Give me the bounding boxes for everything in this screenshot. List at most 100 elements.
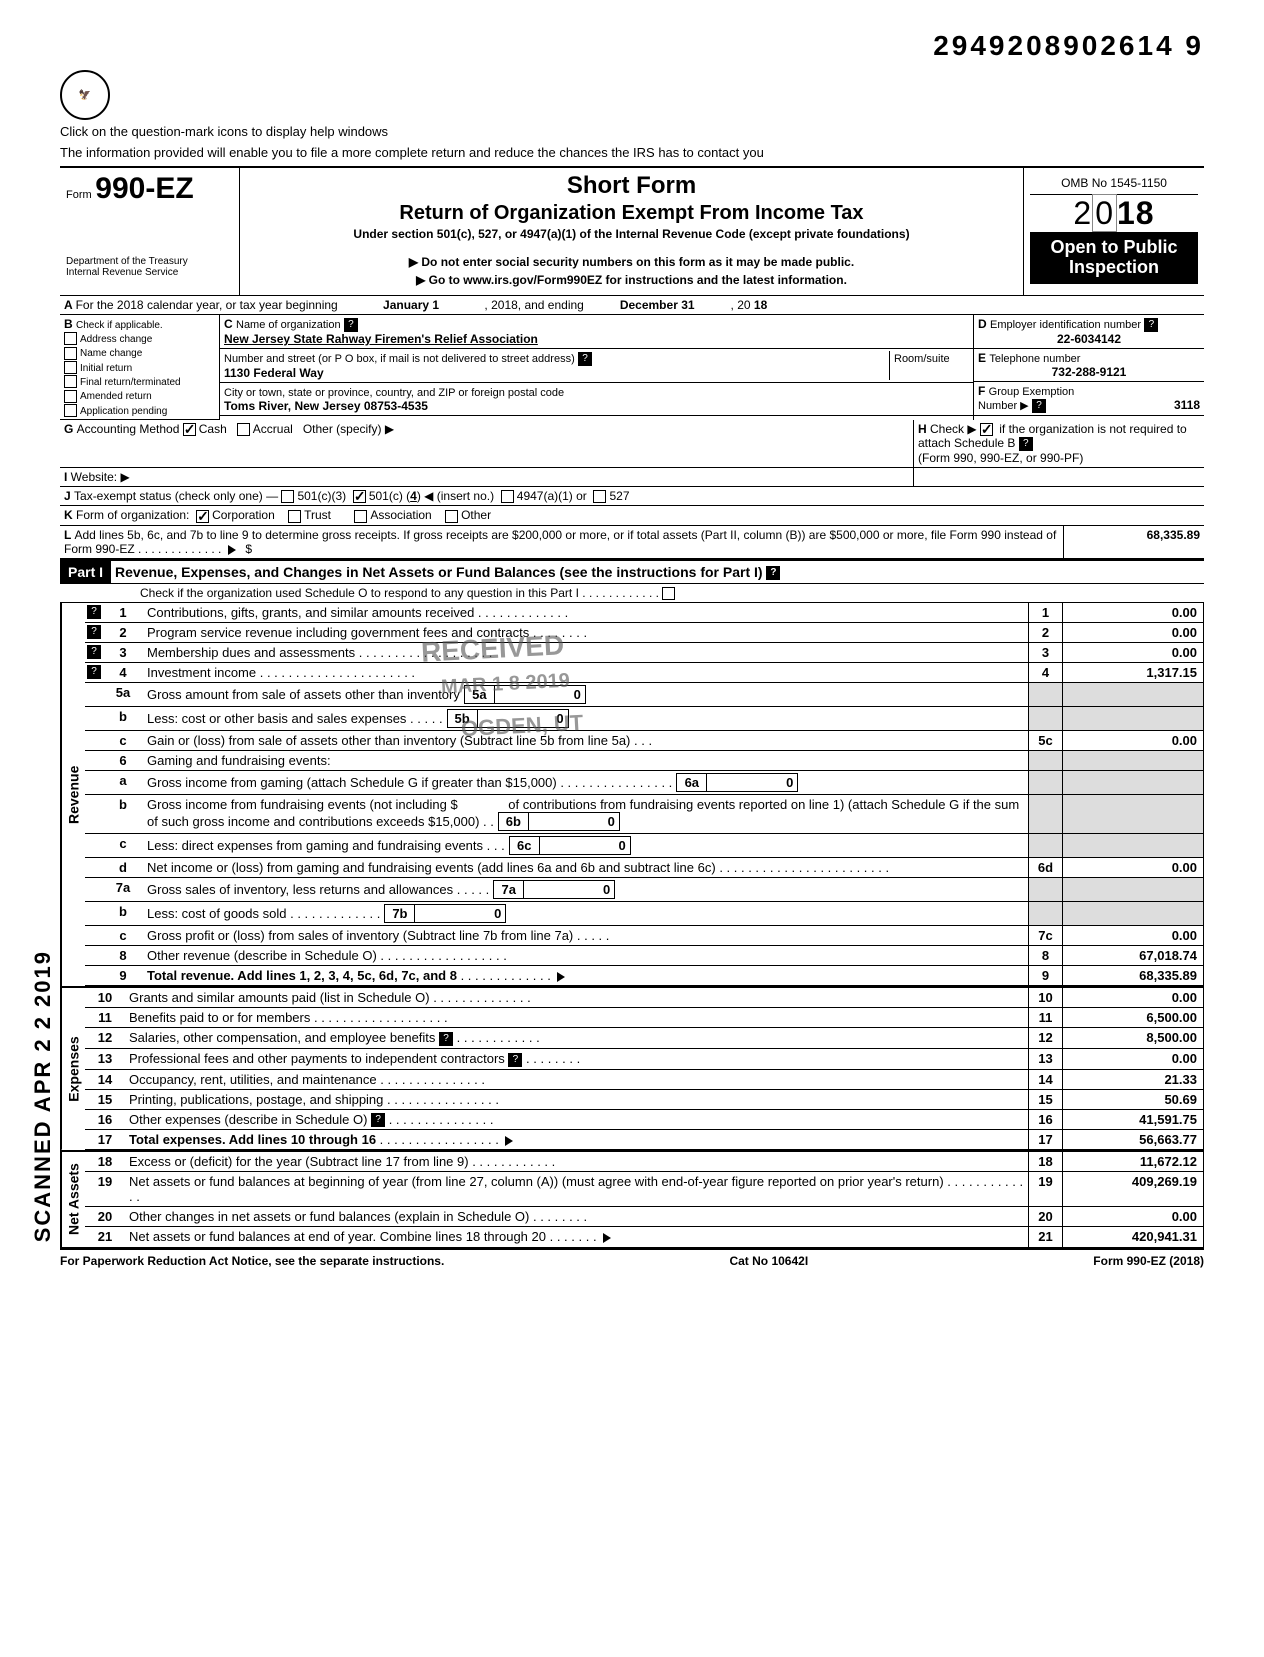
section-l-text: Add lines 5b, 6c, and 7b to line 9 to de… bbox=[64, 528, 1056, 556]
line-4-amt: 1,317.15 bbox=[1063, 663, 1203, 682]
line-12-amt: 8,500.00 bbox=[1063, 1028, 1203, 1048]
line-6-desc: Gaming and fundraising events: bbox=[147, 753, 331, 768]
footer-left: For Paperwork Reduction Act Notice, see … bbox=[60, 1254, 444, 1268]
room-label: Room/suite bbox=[894, 353, 950, 365]
footer-mid: Cat No 10642I bbox=[729, 1254, 808, 1268]
cash-label: Cash bbox=[199, 422, 227, 436]
opt-app-pending: Application pending bbox=[80, 406, 167, 417]
form-number: 990-EZ bbox=[95, 172, 193, 205]
opt-corp: Corporation bbox=[212, 508, 275, 522]
section-b-label: Check if applicable. bbox=[76, 320, 163, 331]
org-name: New Jersey State Rahway Firemen's Relief… bbox=[224, 332, 538, 346]
expenses-tab: Expenses bbox=[61, 988, 85, 1150]
city-state-zip: Toms River, New Jersey 08753-4535 bbox=[224, 399, 428, 413]
section-k-row: K Form of organization: Corporation Trus… bbox=[60, 506, 1204, 525]
irs-eagle-logo: 🦅 bbox=[60, 70, 110, 120]
section-l-row: L Add lines 5b, 6c, and 7b to line 9 to … bbox=[60, 526, 1204, 559]
cash-checkbox[interactable] bbox=[183, 423, 196, 436]
box-6b: 6b bbox=[499, 813, 529, 830]
line-9-amt: 68,335.89 bbox=[1063, 966, 1203, 985]
line-14-amt: 21.33 bbox=[1063, 1070, 1203, 1089]
line-3-desc: Membership dues and assessments . bbox=[147, 645, 362, 660]
accrual-label: Accrual bbox=[253, 422, 293, 436]
amended-return-checkbox[interactable] bbox=[64, 390, 77, 403]
line-7a-desc: Gross sales of inventory, less returns a… bbox=[147, 882, 460, 897]
website-note: ▶ Go to www.irs.gov/Form990EZ for instru… bbox=[250, 273, 1013, 287]
h-checkbox[interactable] bbox=[980, 423, 993, 436]
line-19-amt: 409,269.19 bbox=[1063, 1172, 1203, 1206]
app-pending-checkbox[interactable] bbox=[64, 404, 77, 417]
section-i-row: I Website: ▶ bbox=[60, 468, 1204, 487]
line-13-amt: 0.00 bbox=[1063, 1049, 1203, 1069]
line-14-desc: Occupancy, rent, utilities, and maintena… bbox=[129, 1072, 377, 1087]
help-icon[interactable]: ? bbox=[439, 1032, 453, 1046]
line-3-amt: 0.00 bbox=[1063, 643, 1203, 662]
tax-year: 2018 bbox=[1030, 195, 1198, 232]
corp-checkbox[interactable] bbox=[196, 510, 209, 523]
end-date: December 31 bbox=[587, 298, 727, 312]
line-16-desc: Other expenses (describe in Schedule O) bbox=[129, 1112, 367, 1127]
help-icon[interactable]: ? bbox=[1144, 318, 1158, 332]
line-2-amt: 0.00 bbox=[1063, 623, 1203, 642]
help-icon[interactable]: ? bbox=[766, 566, 780, 580]
help-icon[interactable]: ? bbox=[87, 645, 101, 659]
phone-label: Telephone number bbox=[989, 353, 1080, 365]
help-icon[interactable]: ? bbox=[344, 318, 358, 332]
help-icon[interactable]: ? bbox=[87, 665, 101, 679]
help-line-1: Click on the question-mark icons to disp… bbox=[60, 124, 1204, 139]
begin-date: January 1 bbox=[341, 298, 481, 312]
line-7c-amt: 0.00 bbox=[1063, 926, 1203, 945]
year-prefix: , 20 bbox=[731, 298, 751, 312]
box-5b: 5b bbox=[448, 710, 478, 727]
final-return-checkbox[interactable] bbox=[64, 375, 77, 388]
assoc-checkbox[interactable] bbox=[354, 510, 367, 523]
help-icon[interactable]: ? bbox=[87, 625, 101, 639]
help-icon[interactable]: ? bbox=[371, 1113, 385, 1127]
city-label: City or town, state or province, country… bbox=[224, 387, 564, 399]
other-org-checkbox[interactable] bbox=[445, 510, 458, 523]
sub-7a: 0 bbox=[524, 881, 614, 898]
line-11-amt: 6,500.00 bbox=[1063, 1008, 1203, 1027]
omb-number: OMB No 1545-1150 bbox=[1030, 172, 1198, 195]
line-18-amt: 11,672.12 bbox=[1063, 1152, 1203, 1171]
short-form-title: Short Form bbox=[250, 172, 1013, 200]
line-10-desc: Grants and similar amounts paid (list in… bbox=[129, 990, 430, 1005]
address-change-checkbox[interactable] bbox=[64, 332, 77, 345]
line-17-desc: Total expenses. Add lines 10 through 16 bbox=[129, 1132, 376, 1147]
opt-other-org: Other bbox=[461, 508, 491, 522]
bcdef-block: B Check if applicable. Address change Na… bbox=[60, 315, 1204, 420]
accrual-checkbox[interactable] bbox=[237, 423, 250, 436]
527-checkbox[interactable] bbox=[593, 490, 606, 503]
line-20-amt: 0.00 bbox=[1063, 1207, 1203, 1226]
sub-5b: 0 bbox=[478, 710, 568, 727]
501c-num: 4 bbox=[410, 489, 417, 503]
trust-checkbox[interactable] bbox=[288, 510, 301, 523]
help-icon[interactable]: ? bbox=[87, 605, 101, 619]
line-17-amt: 56,663.77 bbox=[1063, 1130, 1203, 1149]
line-7b-desc: Less: cost of goods sold bbox=[147, 906, 286, 921]
footer-right: Form 990-EZ (2018) bbox=[1093, 1254, 1204, 1268]
help-icon[interactable]: ? bbox=[1032, 399, 1046, 413]
box-6c: 6c bbox=[510, 837, 540, 854]
form-prefix: Form bbox=[66, 189, 92, 201]
help-icon[interactable]: ? bbox=[508, 1053, 522, 1067]
form-header: Form 990-EZ Department of the Treasury I… bbox=[60, 166, 1204, 296]
help-icon[interactable]: ? bbox=[578, 352, 592, 366]
501c-checkbox[interactable] bbox=[353, 490, 366, 503]
group-exempt-value: 3118 bbox=[1174, 398, 1200, 412]
sub-6c: 0 bbox=[540, 837, 630, 854]
4947-checkbox[interactable] bbox=[501, 490, 514, 503]
open-public-badge: Open to Public Inspection bbox=[1030, 232, 1198, 284]
section-a-text: For the 2018 calendar year, or tax year … bbox=[76, 298, 338, 312]
phone-value: 732-288-9121 bbox=[978, 365, 1200, 379]
schedule-o-checkbox[interactable] bbox=[662, 587, 675, 600]
opt-4947: 4947(a)(1) or bbox=[517, 489, 587, 503]
line-16-amt: 41,591.75 bbox=[1063, 1110, 1203, 1130]
name-change-checkbox[interactable] bbox=[64, 347, 77, 360]
initial-return-checkbox[interactable] bbox=[64, 361, 77, 374]
help-icon[interactable]: ? bbox=[1019, 437, 1033, 451]
line-11-desc: Benefits paid to or for members bbox=[129, 1010, 310, 1025]
sub-5a: 0 bbox=[495, 686, 585, 703]
501c3-checkbox[interactable] bbox=[281, 490, 294, 503]
line-6d-desc: Net income or (loss) from gaming and fun… bbox=[147, 860, 716, 875]
